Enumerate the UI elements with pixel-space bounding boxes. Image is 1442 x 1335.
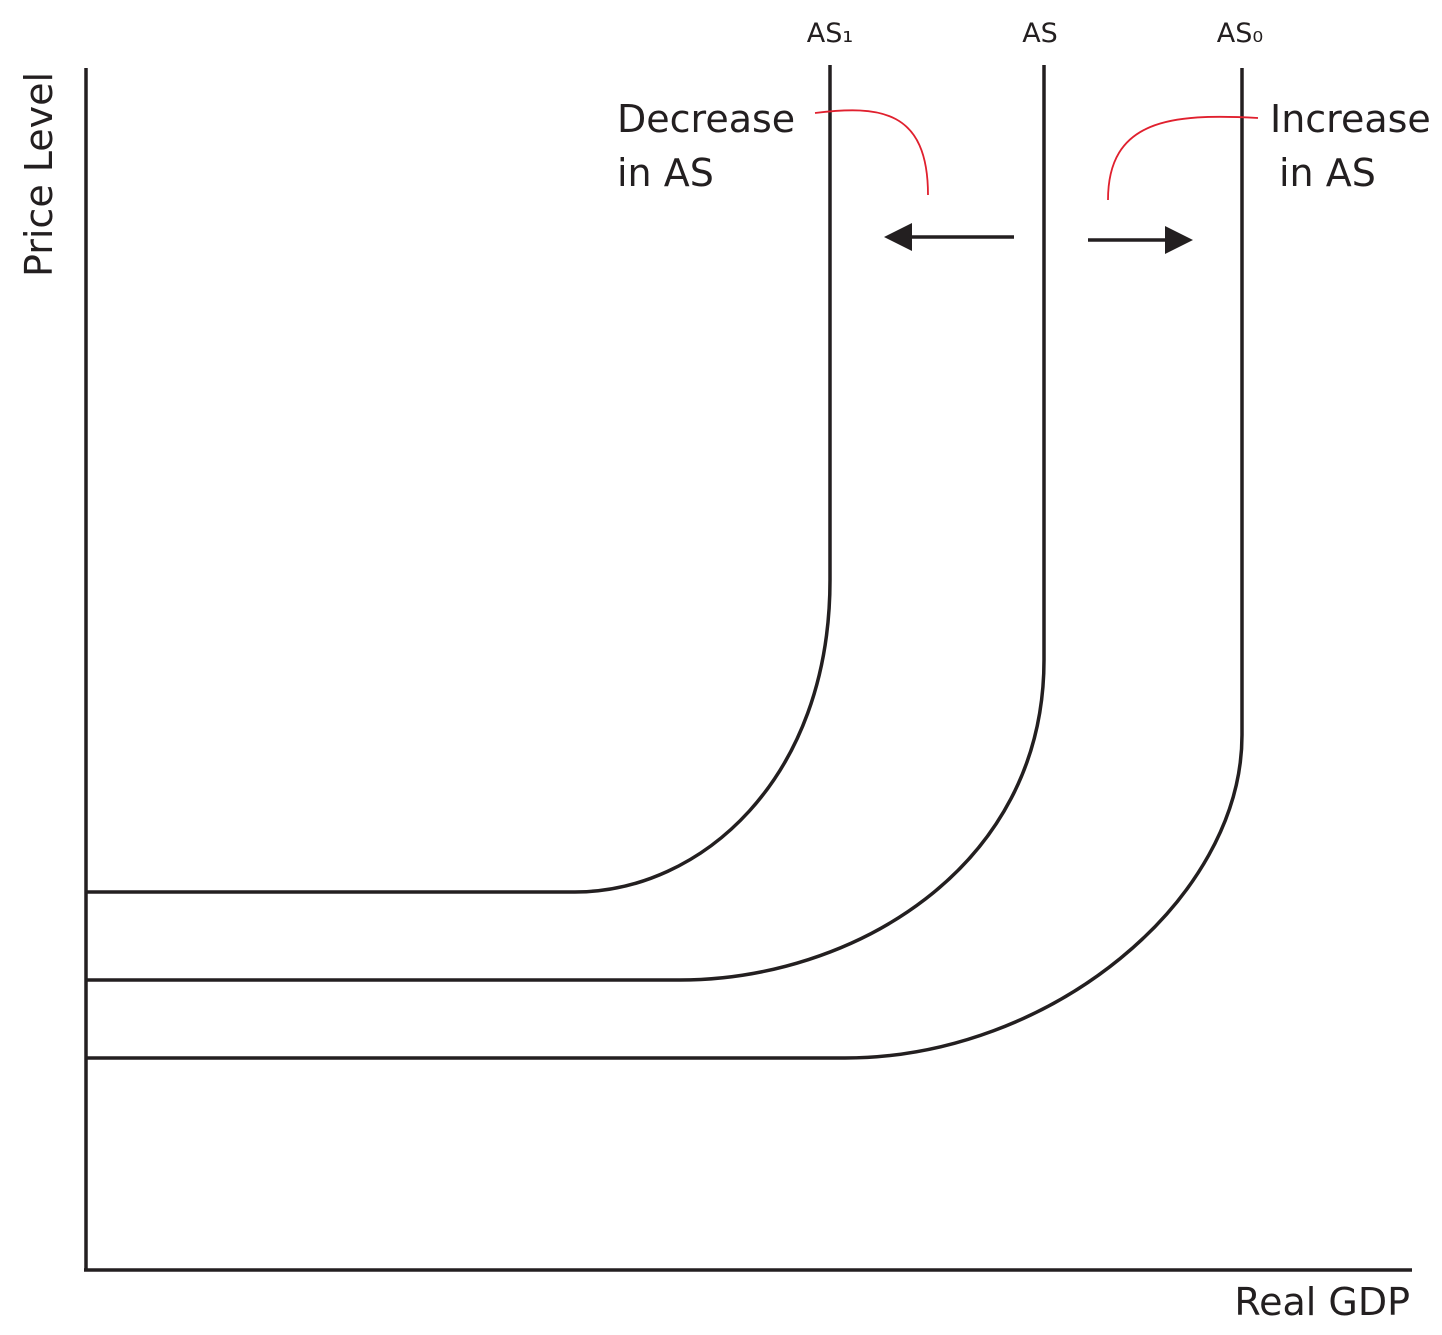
as-curve [86,65,1046,982]
as1-curve [86,65,832,894]
curve-label: AS₀ [1217,18,1263,49]
callout-line [1107,115,1259,201]
callout-line [814,109,929,196]
annotation: in AS [617,151,714,195]
curve-label: AS [1022,18,1058,49]
as0-curve [86,68,1244,1060]
curve-label: AS₁ [807,18,853,49]
annotation: Decrease [617,97,795,141]
annotation: in AS [1279,151,1376,195]
annotation: Increase [1270,97,1431,141]
x-axis-label: Real GDP [1234,1280,1410,1324]
y-axis-label: Price Level [17,72,61,277]
